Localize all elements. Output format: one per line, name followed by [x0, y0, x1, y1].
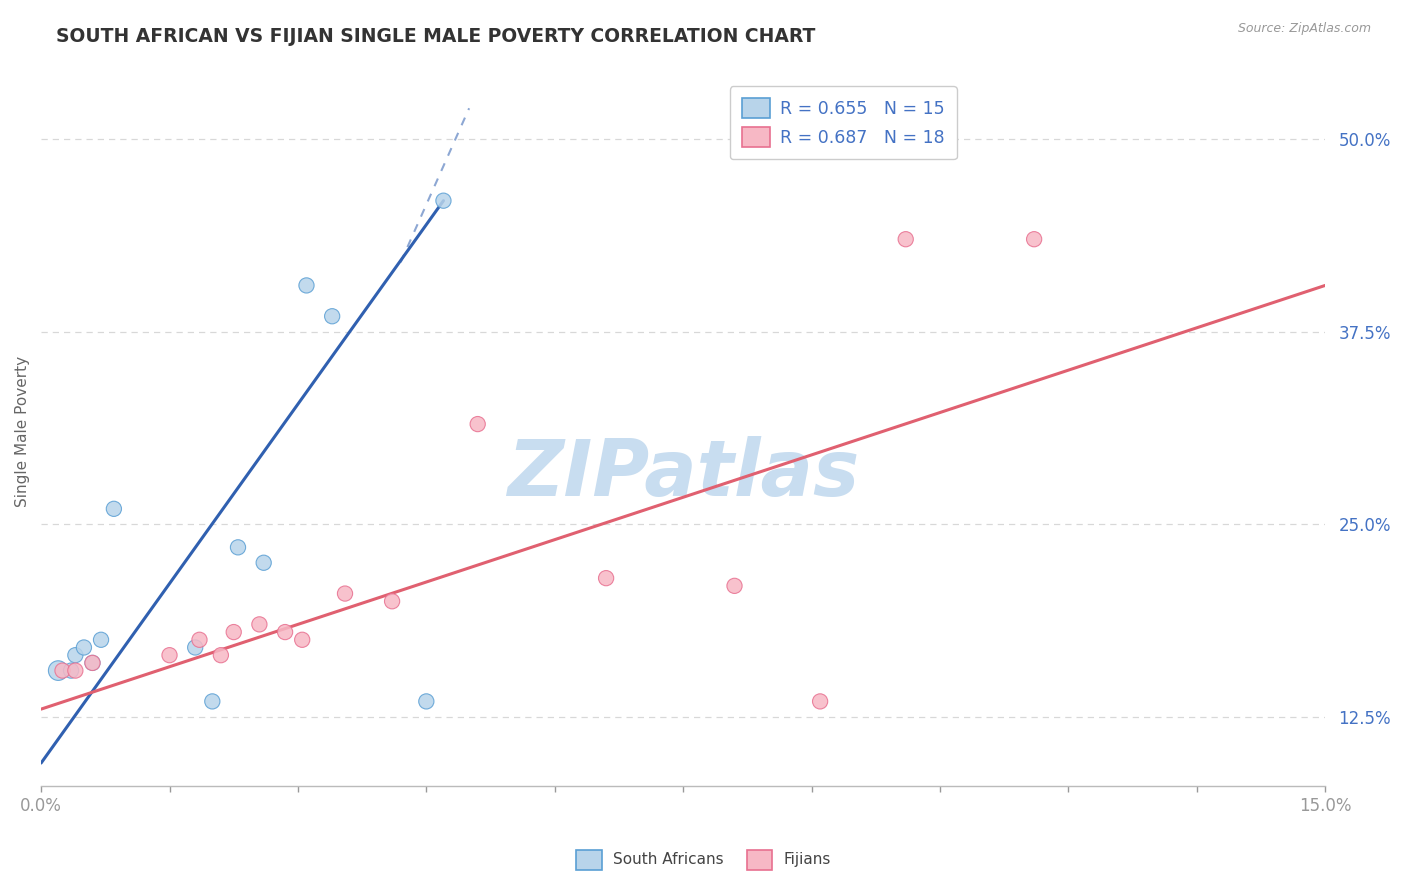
- Point: [291, 632, 314, 647]
- Point: [894, 232, 917, 246]
- Point: [274, 625, 297, 640]
- Point: [253, 556, 276, 570]
- Point: [73, 640, 96, 655]
- Point: [103, 501, 125, 516]
- Point: [415, 694, 437, 708]
- Point: [82, 656, 104, 670]
- Point: [333, 586, 356, 600]
- Point: [467, 417, 489, 431]
- Point: [595, 571, 617, 585]
- Point: [222, 625, 245, 640]
- Point: [1024, 232, 1046, 246]
- Point: [723, 579, 745, 593]
- Point: [381, 594, 404, 608]
- Text: ZIPatlas: ZIPatlas: [508, 436, 859, 512]
- Point: [209, 648, 232, 663]
- Point: [65, 648, 87, 663]
- Point: [188, 632, 211, 647]
- Point: [159, 648, 181, 663]
- Point: [184, 640, 207, 655]
- Point: [51, 664, 73, 678]
- Point: [432, 194, 454, 208]
- Point: [82, 656, 104, 670]
- Text: SOUTH AFRICAN VS FIJIAN SINGLE MALE POVERTY CORRELATION CHART: SOUTH AFRICAN VS FIJIAN SINGLE MALE POVE…: [56, 27, 815, 45]
- Point: [60, 664, 83, 678]
- Point: [226, 541, 249, 555]
- Point: [46, 664, 69, 678]
- Point: [65, 664, 87, 678]
- Text: South Africans: South Africans: [613, 853, 724, 867]
- Point: [90, 632, 112, 647]
- Legend: R = 0.655   N = 15, R = 0.687   N = 18: R = 0.655 N = 15, R = 0.687 N = 18: [730, 87, 957, 159]
- Point: [321, 310, 343, 324]
- Point: [201, 694, 224, 708]
- Point: [247, 617, 270, 632]
- Y-axis label: Single Male Poverty: Single Male Poverty: [15, 356, 30, 508]
- Point: [295, 278, 318, 293]
- Point: [808, 694, 831, 708]
- Text: Source: ZipAtlas.com: Source: ZipAtlas.com: [1237, 22, 1371, 36]
- Text: Fijians: Fijians: [783, 853, 831, 867]
